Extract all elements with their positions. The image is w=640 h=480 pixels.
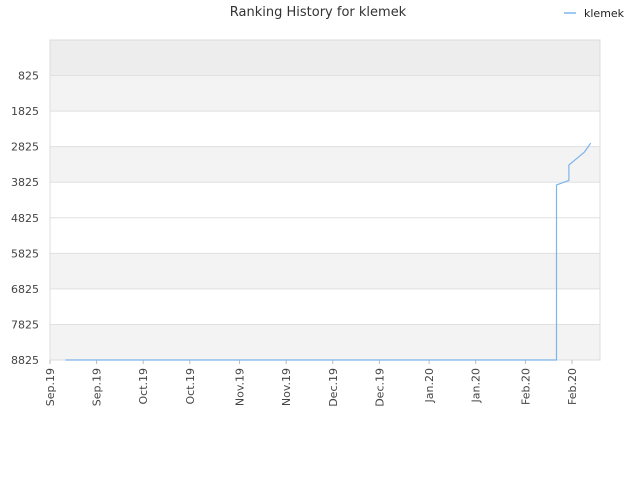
plot-band	[50, 288, 600, 325]
x-tick-label: Jan.20	[423, 368, 436, 403]
x-tick-label: Feb.20	[519, 368, 532, 405]
y-tick-label: 2825	[11, 141, 39, 154]
x-tick-label: Feb.20	[566, 368, 579, 405]
y-tick-label: 825	[18, 70, 39, 83]
plot-band	[50, 253, 600, 289]
y-axis-ticks: 825 1825 2825 3825 4825 5825 6825 7825 8825	[11, 70, 39, 367]
plot-band	[50, 75, 600, 112]
x-tick-label: Sep.19	[44, 368, 57, 406]
legend[interactable]: klemek	[564, 7, 625, 20]
legend-label-klemek: klemek	[584, 7, 625, 20]
y-tick-label: 5825	[11, 247, 39, 260]
plot-background-bands	[50, 40, 600, 360]
x-tick-label: Sep.19	[91, 368, 104, 406]
chart-title: Ranking History for klemek	[230, 5, 407, 20]
plot-band	[50, 40, 600, 76]
x-axis-ticks: Sep.19 Sep.19 Oct.19 Oct.19 Nov.19 Nov.19 Dec.…	[44, 360, 579, 407]
plot-band	[50, 182, 600, 218]
plot-band	[50, 111, 600, 147]
y-tick-label: 3825	[11, 176, 39, 189]
y-tick-label: 8825	[11, 354, 39, 367]
plot-band	[50, 146, 600, 183]
y-tick-label: 4825	[11, 212, 39, 225]
x-tick-label: Oct.19	[184, 368, 197, 405]
x-tick-label: Nov.19	[234, 368, 247, 406]
plot-band	[50, 217, 600, 254]
x-tick-label: Dec.19	[373, 368, 386, 407]
x-tick-label: Dec.19	[327, 368, 340, 407]
x-tick-label: Nov.19	[280, 368, 293, 406]
y-tick-label: 6825	[11, 283, 39, 296]
y-tick-label: 7825	[11, 318, 39, 331]
plot-band	[50, 324, 600, 360]
series-line-klemek	[65, 142, 592, 361]
x-tick-label: Jan.20	[470, 368, 483, 403]
y-tick-label: 1825	[11, 105, 39, 118]
x-tick-label: Oct.19	[137, 368, 150, 405]
series-lines	[65, 142, 592, 361]
